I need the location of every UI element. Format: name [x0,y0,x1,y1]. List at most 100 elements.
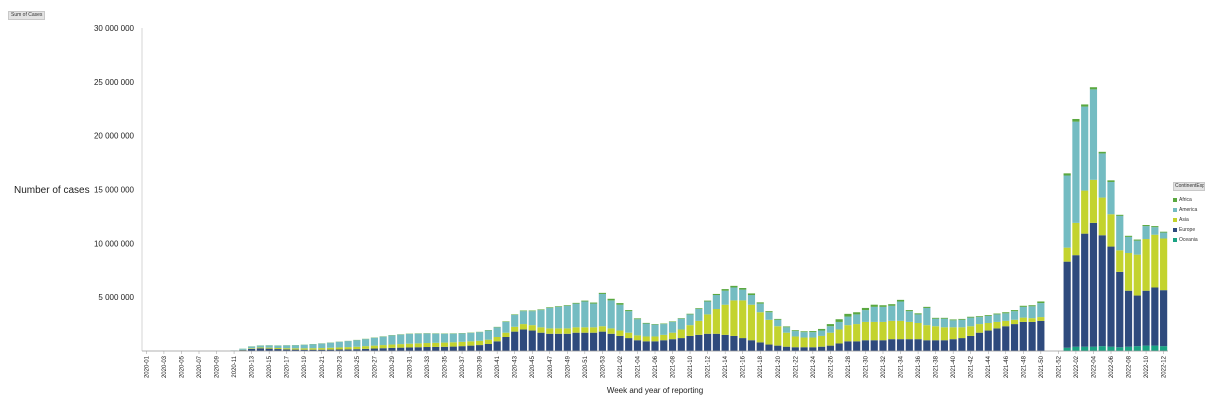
bar-segment-asia [984,323,992,331]
bar-segment-europe [861,340,870,351]
bar-segment-america [590,303,598,328]
bar-segment-europe [291,349,300,351]
bar-segment-america [502,321,510,333]
bar-segment-asia [572,327,580,333]
y-tick-label: 20 000 000 [94,132,135,141]
bar-segment-asia [800,337,808,348]
bar-segment-america [765,312,773,320]
legend-filter-button[interactable]: ContinentExp [1173,182,1205,191]
bar-segment-asia [844,325,852,342]
bar-segment-europe [1089,222,1098,347]
bar-segment-europe [554,333,563,351]
sum-of-cases-field-button[interactable]: Sum of Cases [8,11,46,20]
x-tick-label: 2021-18 [758,355,764,378]
bar-segment-america [905,311,913,322]
bar-segment-africa [502,321,510,322]
bar-segment-asia [730,300,738,336]
bar-segment-europe [888,339,896,351]
x-tick-label: 2021-12 [706,355,712,378]
bar-segment-europe [248,348,256,351]
x-tick-label: 2022-06 [1109,355,1115,378]
bar-segment-africa [888,304,896,306]
bar-segment-asia [765,319,773,345]
bar-segment-europe [511,331,519,351]
bar-segment-america [414,333,422,344]
bar-segment-asia [519,324,528,330]
bar-segment-america [607,300,615,329]
legend-label: Europe [1179,227,1196,233]
bar-segment-europe [940,340,948,351]
bar-segment-europe [476,345,484,351]
bar-segment-america [704,301,712,315]
x-tick-label: 2020-43 [513,355,519,378]
bar-segment-america [476,332,484,341]
bar-segment-asia [870,321,878,341]
bar-segment-europe [1019,321,1027,351]
bar-segment-america [1098,153,1106,198]
x-tick-label: 2021-38 [934,355,940,378]
bar-segment-asia [853,324,861,342]
legend-swatch [1173,218,1177,222]
bar-segment-america [809,332,817,338]
x-tick-label: 2020-11 [232,355,238,377]
bar-segment-asia [914,323,922,340]
bar-segment-america [1089,89,1098,180]
bar-segment-america [782,327,791,333]
bar-segment-oceania [1124,346,1133,351]
bar-segment-america [511,314,519,327]
bar-segment-europe [1002,326,1010,351]
bar-segment-europe [923,340,931,351]
bar-segment-oceania [1107,346,1115,351]
bar-segment-asia [335,347,343,350]
bar-segment-america [458,333,466,342]
x-tick-label: 2020-35 [443,355,449,378]
bar-segment-africa [940,317,948,319]
bar-segment-america [633,319,642,336]
bar-segment-europe [362,348,370,351]
x-tick-label: 2020-01 [144,355,150,378]
bar-segment-africa [1037,301,1045,304]
y-tick-label: 30 000 000 [94,24,135,33]
bar-segment-europe [581,332,589,351]
bar-segment-america [1010,311,1019,320]
bar-segment-america [537,310,545,328]
bar-segment-europe [370,348,378,351]
bar-segment-america [493,327,501,337]
x-tick-label: 2020-45 [530,355,536,378]
bar-segment-america [853,314,861,325]
legend: ContinentExp Africa America Asia Europe Ocea… [1173,182,1205,245]
bar-segment-africa [1160,231,1168,233]
y-tick-label: 10 000 000 [94,239,135,248]
bar-segment-america [923,307,931,326]
bar-segment-america [449,333,457,343]
y-axis-title: Number of cases [14,185,90,196]
bar-segment-america [1081,106,1089,191]
bar-segment-africa [870,304,878,307]
bar-segment-europe [467,345,475,351]
bar-segment-africa [765,311,773,313]
bar-segment-oceania [1098,346,1106,351]
bar-segment-asia [739,300,747,339]
bar-segment-asia [1151,234,1159,288]
bar-segment-europe [721,334,729,351]
bar-segment-europe [695,334,703,351]
legend-item-asia: Asia [1173,215,1205,225]
bar-segment-america [1116,215,1124,251]
bar-segment-asia [923,325,931,341]
bar-segment-asia [1089,179,1098,223]
bar-segment-europe [739,338,747,351]
legend-item-africa: Africa [1173,195,1205,205]
bar-segment-america [844,316,852,326]
x-tick-label: 2021-06 [653,355,659,378]
bar-segment-europe [335,349,343,351]
bar-segment-europe [607,333,615,351]
bar-segment-asia [826,332,834,346]
bar-segment-africa [835,319,843,322]
bar-segment-america [1133,240,1141,255]
x-tick-label: 2021-48 [1021,355,1027,378]
y-tick-label: 15 000 000 [94,186,135,195]
legend-swatch [1173,228,1177,232]
bar-segment-africa [896,299,905,302]
bar-segment-america [300,344,308,349]
